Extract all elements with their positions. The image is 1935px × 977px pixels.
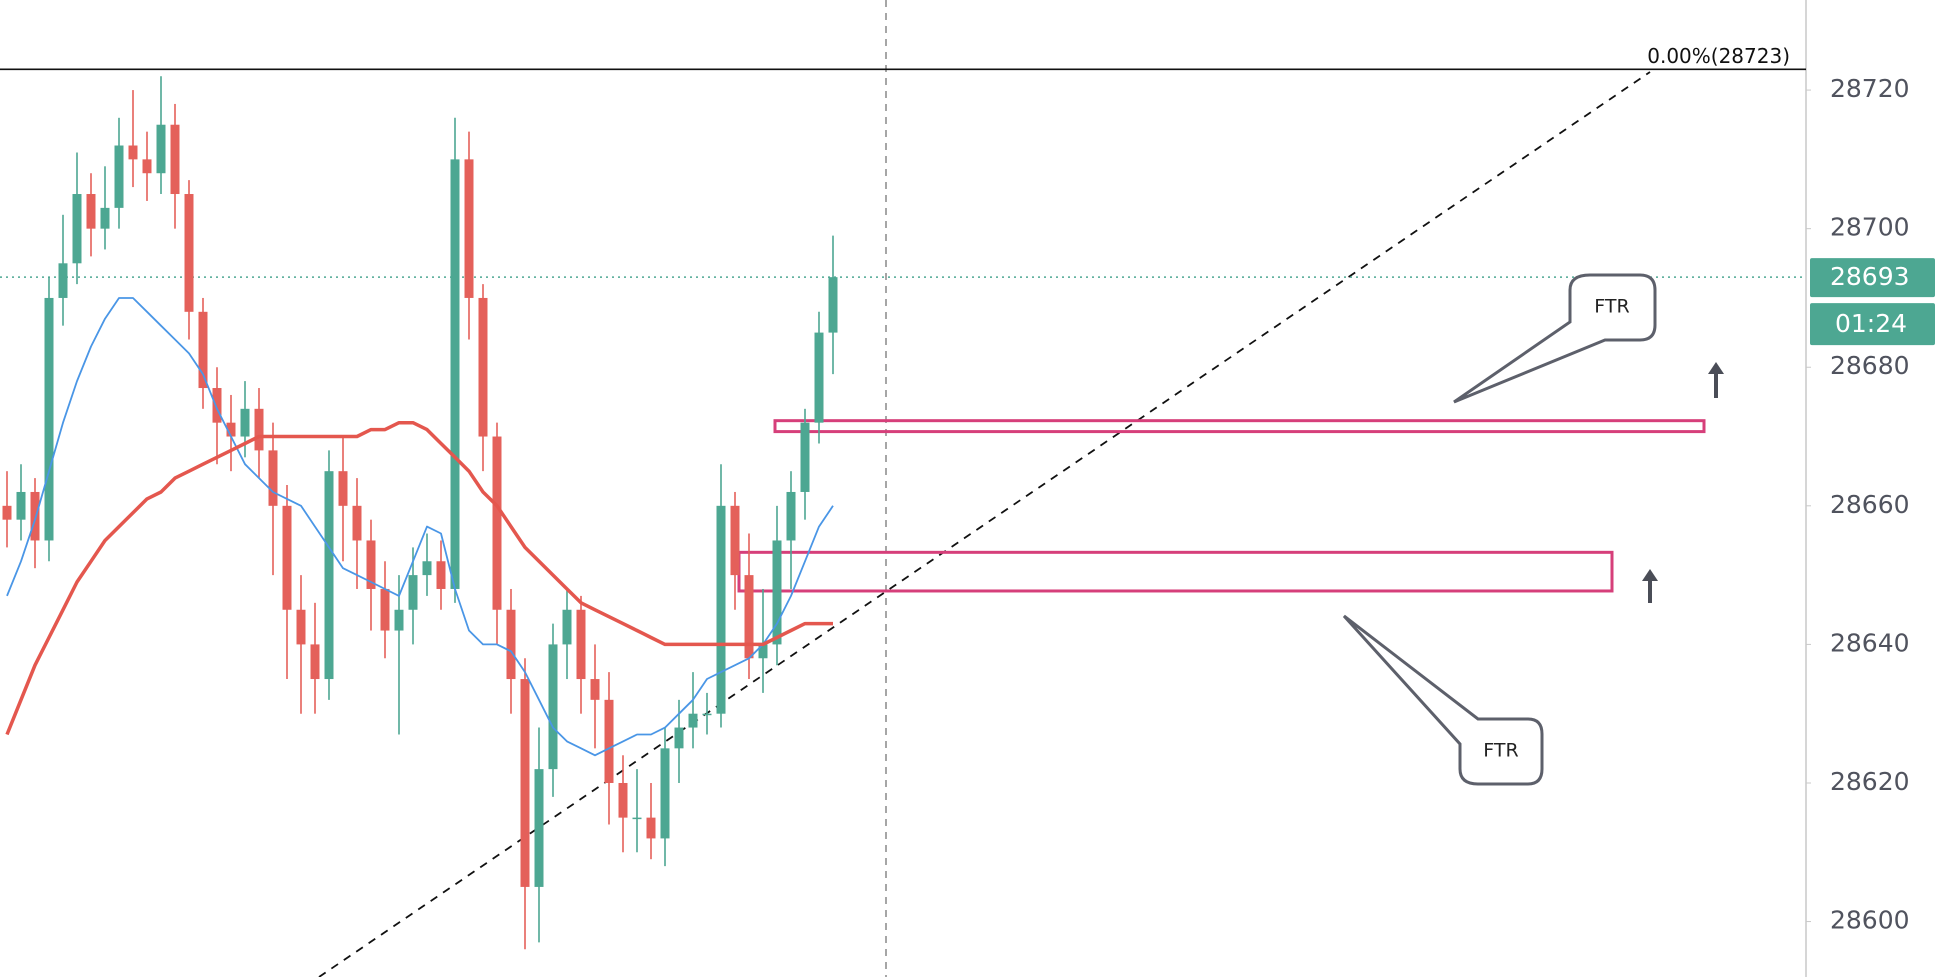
candle-body [422,561,432,576]
last-price-box [1810,258,1935,298]
candle-body [730,505,740,576]
plot: 0.00%(28723) [0,44,1806,950]
candle-body [310,644,320,680]
up-arrow [1642,569,1658,603]
y-tick-label: 28680 [1830,351,1910,380]
candle-body [464,159,474,298]
candle-body [492,436,502,610]
y-tick-label: 28660 [1830,490,1910,519]
candle-body [408,575,418,610]
candle-body [744,575,754,659]
countdown-label: 01:24 [1835,309,1907,338]
candle-body [562,609,572,645]
candle-body [702,713,712,716]
candle-body [520,679,530,887]
trend-line [318,71,1651,977]
candle-body [58,263,68,298]
candle-body [436,561,446,589]
callout: FTR [1342,614,1544,786]
last-price-label: 28693 [1830,262,1910,291]
candle-body [170,124,180,195]
candle-body [44,297,54,541]
price-axis: 28600 28620 28640 28660 28680 28700 28720 28693… [1806,74,1935,935]
candle-body [772,540,782,645]
callout-text: FTR [1594,296,1629,318]
candle-body [100,207,110,229]
candle-body [814,332,824,423]
candle-body [338,471,348,506]
candle-body [548,644,558,770]
zone [773,419,1706,434]
candle-body [380,588,390,631]
candle-body [184,194,194,312]
candle-body [590,679,600,700]
y-tick-label: 28600 [1830,906,1910,935]
candle-body [786,491,796,541]
candle-body [478,297,488,437]
candle-body [660,748,670,839]
y-tick-label: 28640 [1830,628,1910,657]
y-tick-label: 28700 [1830,213,1910,242]
moving-average [5,420,833,736]
fib-label: 0.00%(28723) [1647,44,1790,68]
candle-body [716,505,726,714]
candle-body [534,769,544,887]
candle-body [618,782,628,818]
zone [737,550,1614,593]
candle-body [282,505,292,610]
candle-body [16,491,26,520]
candle-body [800,422,810,492]
callout-text: FTR [1483,740,1518,762]
y-tick-label: 28720 [1830,74,1910,103]
moving-average [6,297,834,757]
candle-body [128,145,138,160]
candle-body [828,277,838,333]
candle-body [324,471,334,680]
candle-body [450,159,460,589]
y-tick-label: 28620 [1830,767,1910,796]
candle-body [212,388,222,423]
countdown-box [1810,303,1935,346]
candle-body [366,540,376,589]
candle-body [296,609,306,645]
candle-body [142,159,152,174]
candle-body [352,505,362,541]
candle-body [2,505,12,520]
candle-body [114,145,124,208]
candle-body [674,727,684,749]
candle-body [758,644,768,659]
candle-body [240,408,250,437]
candle-body [688,713,698,728]
candle-body [506,609,516,680]
candle-body [394,609,404,631]
candle-body [604,699,614,783]
candle-body [632,817,642,820]
candle-body [576,609,586,680]
candle-body [72,194,82,264]
candle-body [254,408,264,451]
candle-body [198,311,208,389]
candle-body [86,194,96,229]
candle-body [156,124,166,174]
up-arrow [1708,362,1724,398]
candle-body [268,450,278,506]
callout: FTR [1453,273,1657,404]
candle-body [226,422,236,437]
candle-body [646,817,656,839]
candle-body [30,491,40,541]
